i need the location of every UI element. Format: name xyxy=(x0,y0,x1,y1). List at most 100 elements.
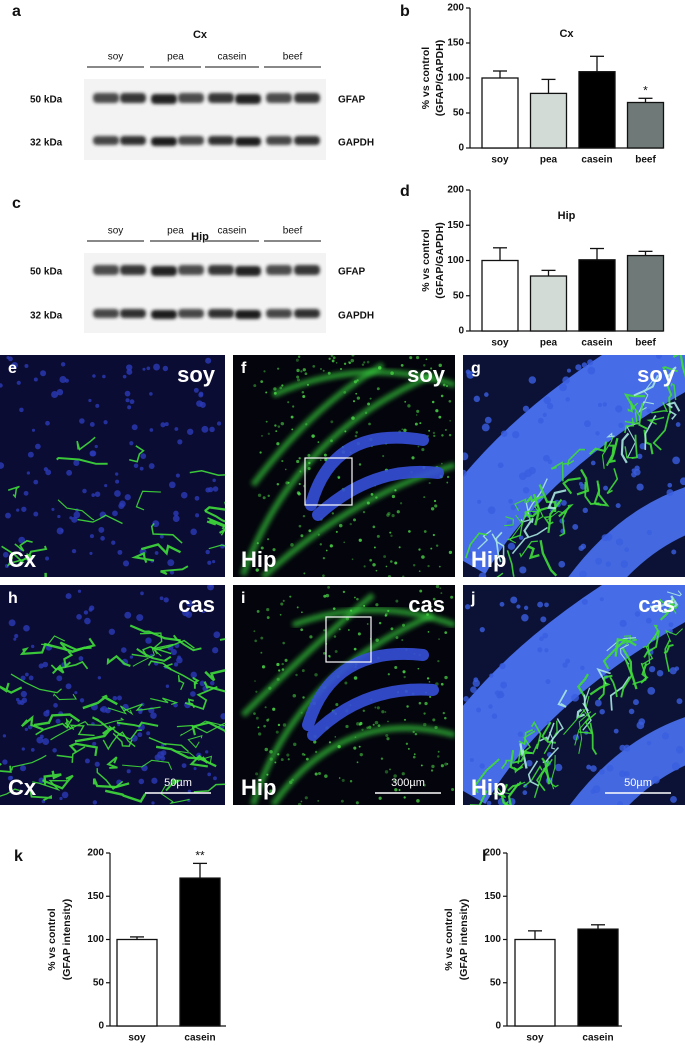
astrocyte xyxy=(349,609,353,612)
y-tick-label: 100 xyxy=(87,934,104,945)
astrocyte xyxy=(273,387,277,391)
blot-band xyxy=(235,94,261,104)
nucleus xyxy=(216,421,222,426)
astrocyte xyxy=(359,721,363,726)
astrocyte xyxy=(423,530,427,533)
nucleus xyxy=(675,745,684,754)
nucleus xyxy=(624,547,630,552)
y-tick-label: 200 xyxy=(447,185,464,196)
astrocyte xyxy=(389,768,391,771)
astrocyte xyxy=(287,401,290,404)
nucleus xyxy=(167,559,175,567)
nucleus xyxy=(175,473,180,478)
astrocyte xyxy=(148,736,190,753)
astrocyte xyxy=(279,613,282,616)
nucleus xyxy=(51,390,59,398)
astrocyte xyxy=(349,780,353,783)
astrocyte xyxy=(272,707,276,711)
astrocyte xyxy=(354,434,358,438)
astrocyte xyxy=(131,646,172,658)
nucleus xyxy=(571,693,579,702)
astrocyte xyxy=(344,681,348,685)
astrocyte xyxy=(423,364,426,367)
nucleus xyxy=(494,690,501,696)
astrocyte xyxy=(366,623,369,625)
astrocyte xyxy=(298,482,301,486)
nucleus xyxy=(579,570,587,577)
astrocyte xyxy=(257,493,262,498)
astrocyte xyxy=(291,428,294,431)
astrocyte xyxy=(314,772,318,776)
nucleus xyxy=(517,731,524,737)
astrocyte xyxy=(375,638,379,642)
astrocyte xyxy=(356,722,360,726)
nucleus xyxy=(639,443,646,450)
nucleus xyxy=(95,403,100,408)
astrocyte xyxy=(444,762,448,766)
astrocyte xyxy=(448,399,452,403)
astrocyte xyxy=(385,565,388,568)
astrocyte xyxy=(381,710,385,714)
astrocyte xyxy=(187,735,203,749)
astrocyte xyxy=(57,499,95,521)
nucleus xyxy=(599,769,605,775)
micrograph: g soy Hip xyxy=(463,355,685,577)
nucleus xyxy=(470,686,477,693)
astrocyte xyxy=(581,694,589,712)
astrocyte xyxy=(266,773,269,776)
nucleus xyxy=(671,549,677,555)
nucleus xyxy=(606,764,614,772)
nucleus xyxy=(153,363,160,371)
astrocyte xyxy=(624,446,634,459)
nucleus xyxy=(542,412,547,418)
y-tick-label: 100 xyxy=(484,934,501,945)
nucleus xyxy=(30,748,35,752)
nucleus xyxy=(463,452,469,461)
astrocyte xyxy=(597,674,613,701)
astrocyte xyxy=(10,673,62,694)
nucleus xyxy=(617,801,624,805)
astrocyte xyxy=(43,642,92,654)
nucleus xyxy=(512,431,520,439)
bar xyxy=(578,259,616,332)
astrocyte xyxy=(366,360,370,364)
astrocyte xyxy=(465,532,488,559)
astrocyte xyxy=(275,730,279,734)
astrocyte xyxy=(440,394,444,398)
blot-band xyxy=(294,93,320,103)
nucleus xyxy=(146,731,151,736)
nucleus xyxy=(615,538,624,546)
astrocyte xyxy=(203,681,225,693)
nucleus xyxy=(546,402,554,410)
astrocyte xyxy=(278,669,281,672)
astrocyte xyxy=(606,468,619,495)
astrocyte xyxy=(427,564,430,568)
astrocyte xyxy=(297,355,301,358)
astrocyte xyxy=(425,358,428,361)
astrocyte xyxy=(562,477,581,495)
nucleus xyxy=(212,486,219,492)
fiber-tract xyxy=(270,725,455,805)
astrocyte xyxy=(317,533,320,536)
astrocyte xyxy=(177,675,185,691)
nucleus xyxy=(652,776,660,784)
astrocyte xyxy=(375,603,379,607)
nucleus xyxy=(150,712,157,719)
lane-label: casein xyxy=(218,226,247,237)
astrocyte xyxy=(315,750,318,754)
astrocyte xyxy=(21,715,44,731)
astrocyte xyxy=(563,695,590,735)
astrocyte xyxy=(328,741,332,744)
astrocyte xyxy=(609,676,618,698)
nucleus xyxy=(671,762,680,771)
nucleus xyxy=(160,755,166,761)
nucleus xyxy=(77,589,82,593)
astrocyte xyxy=(323,453,327,457)
nucleus xyxy=(61,791,69,799)
astrocyte xyxy=(282,723,287,727)
astrocyte xyxy=(605,444,615,467)
astrocyte xyxy=(541,757,551,785)
micrograph: e soy Cx xyxy=(0,355,225,577)
astrocyte xyxy=(399,502,403,505)
astrocyte xyxy=(74,726,113,743)
